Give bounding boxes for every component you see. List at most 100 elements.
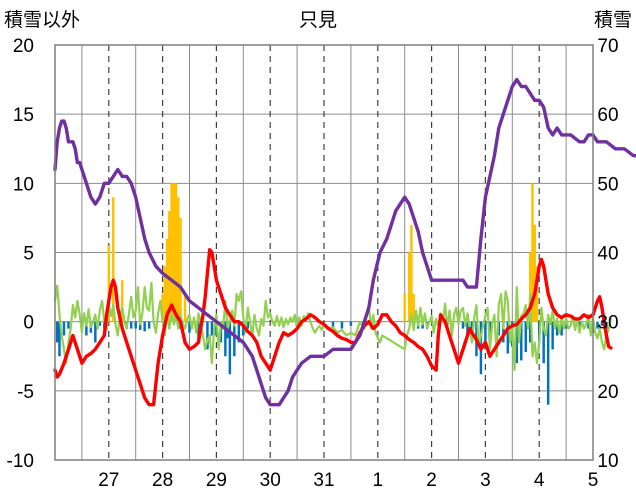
bar-snowfall: [410, 224, 413, 322]
bar-depth-change: [587, 321, 590, 329]
bar-depth-change: [98, 321, 102, 326]
bar-depth-change: [206, 321, 209, 350]
bar-depth-change: [143, 321, 146, 332]
bar-snowfall: [174, 183, 178, 322]
bar-depth-change: [62, 321, 66, 336]
bar-depth-change: [551, 321, 554, 350]
bar-snowfall: [533, 224, 536, 322]
x-tick-label: 1: [373, 470, 384, 491]
bar-depth-change: [246, 321, 250, 329]
bar-depth-change: [515, 321, 519, 364]
right-tick-labels: 70 60 50 40 30 20 10: [597, 36, 618, 472]
bar-snowfall: [529, 252, 532, 322]
x-tick-label: 31: [313, 470, 334, 491]
bar-snowfall: [121, 280, 124, 322]
bar-depth-change: [466, 321, 469, 336]
bar-depth-change: [242, 321, 245, 336]
bar-snowfall: [531, 183, 534, 322]
bar-depth-change: [138, 321, 142, 330]
bar-depth-change: [596, 321, 599, 329]
x-tick-label: 29: [206, 470, 227, 491]
right-tick-label: 50: [597, 174, 618, 195]
line-series-group: [53, 77, 636, 407]
bar-snowfall: [170, 183, 173, 322]
left-tick-labels: 20 15 10 5 0 -5 -10: [7, 36, 34, 472]
x-tick-label: 27: [98, 470, 119, 491]
x-tick-label: 28: [152, 470, 173, 491]
bar-depth-change: [600, 321, 604, 326]
left-tick-label: 20: [13, 36, 34, 57]
bar-depth-change: [331, 321, 335, 329]
left-axis-label: 積雪以外: [4, 9, 80, 31]
x-tick-label: 2: [426, 470, 437, 491]
bar-depth-change: [67, 321, 70, 329]
bar-depth-change: [188, 321, 191, 333]
bar-depth-change: [461, 321, 465, 329]
bar-snowfall: [535, 266, 539, 322]
bar-snowfall: [107, 245, 111, 322]
bar-depth-change: [506, 321, 510, 354]
bar-snowfall: [112, 197, 115, 322]
bar-depth-change: [546, 321, 550, 405]
bar-snowfall: [168, 211, 171, 322]
bar-series-group: [56, 183, 608, 405]
x-tick-labels: 27 28 29 30 31 1 2 3 4 5: [98, 470, 598, 491]
bar-snowfall: [163, 266, 167, 322]
bar-snowfall: [177, 197, 180, 322]
left-tick-label: -5: [17, 382, 34, 403]
bar-depth-change: [524, 321, 527, 353]
bar-depth-change: [555, 321, 559, 336]
x-tick-label: 3: [480, 470, 491, 491]
bar-snowfall: [165, 238, 169, 322]
bar-depth-change: [134, 321, 137, 329]
right-tick-label: 60: [597, 105, 618, 126]
bar-depth-change: [58, 321, 61, 357]
bar-depth-change: [233, 321, 236, 357]
right-axis-label: 積雪: [594, 9, 632, 31]
bar-depth-change: [237, 321, 241, 343]
bar-snowfall: [172, 183, 176, 322]
right-tick-label: 10: [597, 451, 618, 472]
bar-depth-change: [85, 321, 88, 336]
right-tick-label: 30: [597, 313, 618, 334]
bar-depth-change: [94, 321, 97, 343]
bar-depth-change: [542, 321, 545, 364]
bar-depth-change: [502, 321, 505, 343]
line-temperature: [53, 248, 613, 407]
bar-snowfall: [412, 294, 415, 322]
bar-depth-change: [484, 321, 487, 350]
left-tick-label: 5: [23, 244, 34, 265]
bar-depth-change: [147, 321, 151, 329]
grid: [55, 44, 593, 461]
bar-snowfall: [161, 294, 164, 322]
bar-depth-change: [340, 321, 344, 329]
bar-depth-change: [560, 321, 563, 336]
plot-border: [54, 44, 594, 461]
bar-depth-change: [129, 321, 133, 329]
bar-depth-change: [210, 321, 214, 336]
x-tick-label: 4: [534, 470, 545, 491]
bar-depth-change: [578, 321, 581, 329]
bar-depth-change: [224, 321, 227, 357]
bar-depth-change: [520, 321, 523, 361]
right-tick-label: 70: [597, 36, 618, 57]
bar-depth-change: [228, 321, 232, 375]
bar-depth-change: [529, 321, 532, 343]
bar-depth-change: [56, 321, 59, 343]
chart-title: 只見: [299, 10, 337, 31]
line-wind: [53, 281, 612, 372]
left-tick-label: 0: [23, 313, 34, 334]
left-tick-label: -10: [7, 451, 34, 472]
bar-snowfall: [183, 294, 187, 322]
right-tick-label: 40: [597, 244, 618, 265]
x-tick-label: 30: [260, 470, 281, 491]
line-snow-depth: [53, 77, 636, 407]
left-tick-label: 15: [13, 105, 34, 126]
bar-snowfall: [407, 252, 411, 322]
right-tick-label: 20: [597, 382, 618, 403]
bar-snowfall: [403, 294, 406, 322]
bar-snowfall: [179, 217, 182, 322]
bar-depth-change: [564, 321, 568, 329]
